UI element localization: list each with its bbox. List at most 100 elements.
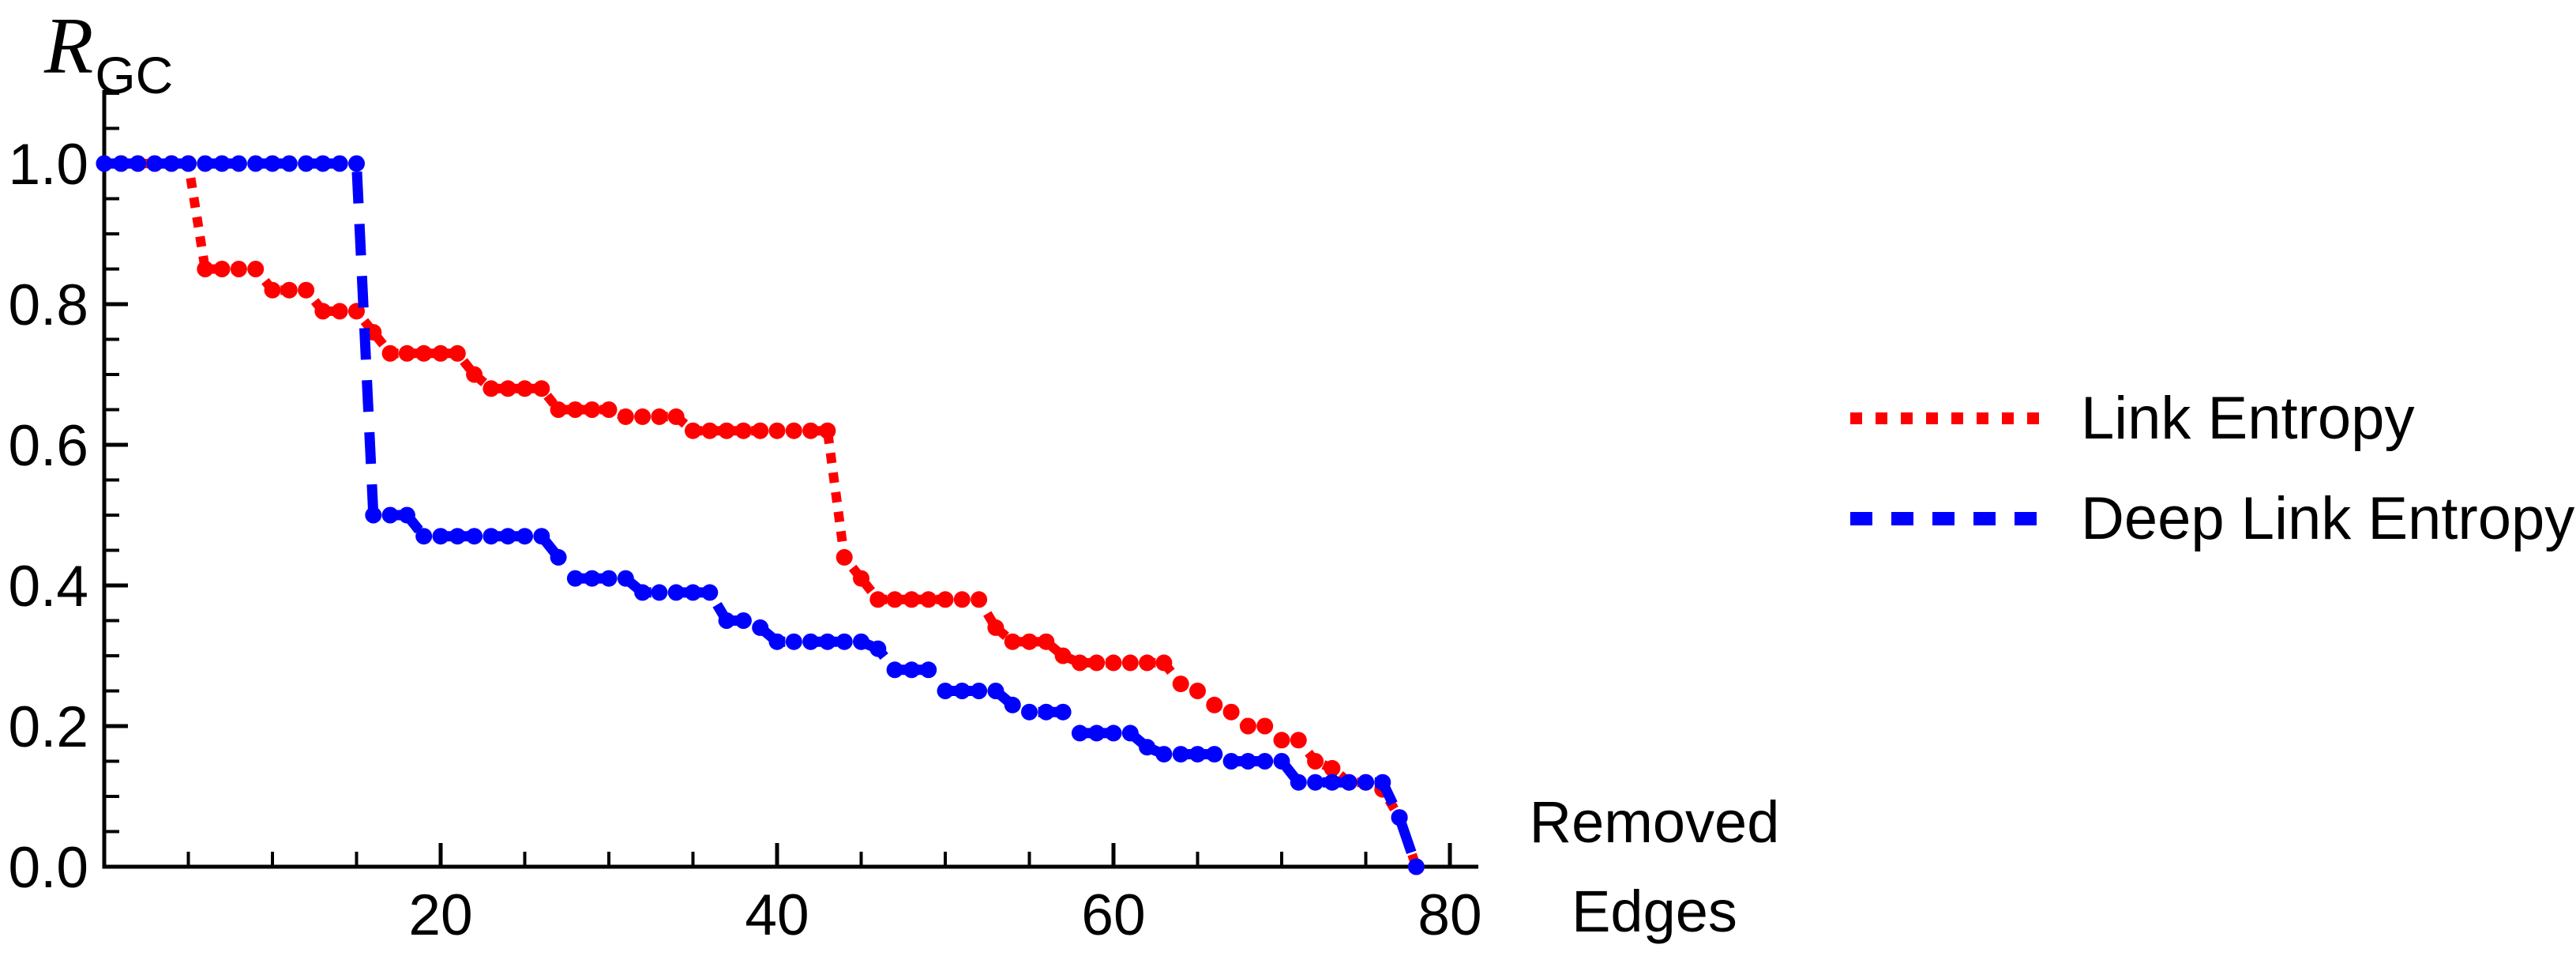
data-point-marker: [533, 380, 550, 397]
data-point-marker: [1021, 633, 1038, 650]
series-line-link-entropy: [104, 159, 1421, 868]
link-entropy-line-swatch: [1850, 412, 2039, 424]
legend-label-deep-link-entropy: Deep Link Entropy: [2081, 484, 2575, 552]
y-tick-label: 0.2: [9, 695, 88, 759]
data-point-marker: [1407, 858, 1425, 875]
data-point-marker: [1256, 717, 1274, 735]
data-point-marker: [1139, 739, 1156, 756]
data-point-marker: [1324, 759, 1341, 777]
data-point-marker: [483, 528, 500, 545]
data-point-marker: [584, 401, 601, 418]
y-axis-title-symbol: R: [44, 2, 94, 91]
data-point-marker: [1239, 717, 1256, 735]
data-point-marker: [1071, 725, 1088, 742]
data-point-marker: [180, 155, 197, 172]
data-point-marker: [1038, 633, 1055, 650]
y-axis-ticks: [104, 92, 128, 869]
data-point-marker: [953, 591, 971, 608]
data-point-marker: [415, 344, 433, 362]
data-point-marker: [701, 584, 719, 601]
data-point-marker: [348, 155, 365, 172]
data-point-marker: [667, 584, 685, 601]
data-point-marker: [197, 155, 214, 172]
data-point-marker: [1307, 753, 1324, 770]
data-point-marker: [163, 155, 180, 172]
data-point-marker: [617, 570, 634, 587]
series-deep-link-entropy: [96, 155, 1425, 875]
data-point-marker: [600, 401, 618, 418]
data-point-marker: [734, 422, 752, 439]
data-point-marker: [853, 633, 869, 650]
data-point-marker: [314, 155, 332, 172]
data-point-marker: [1054, 703, 1072, 721]
data-point-marker: [1139, 654, 1156, 672]
data-point-marker: [365, 506, 382, 524]
data-point-marker: [1290, 773, 1307, 791]
data-point-marker: [516, 380, 533, 397]
x-tick-label: 60: [1081, 883, 1145, 947]
data-point-marker: [886, 591, 903, 608]
legend-item-deep-link-entropy: Deep Link Entropy: [1850, 484, 2575, 552]
data-point-marker: [566, 570, 584, 587]
data-point-marker: [314, 303, 332, 320]
series-line-deep-link-entropy: [104, 158, 1421, 869]
data-point-marker: [213, 261, 231, 277]
data-point-marker: [836, 633, 853, 650]
data-point-marker: [752, 619, 769, 636]
data-point-marker: [1155, 746, 1173, 763]
data-point-marker: [1290, 732, 1307, 749]
data-point-marker: [1340, 773, 1357, 791]
data-point-marker: [903, 591, 920, 608]
x-tick-label: 80: [1418, 883, 1481, 947]
data-point-marker: [752, 422, 769, 439]
data-point-marker: [432, 344, 449, 362]
data-point-marker: [768, 633, 786, 650]
data-point-marker: [381, 506, 399, 524]
data-point-marker: [230, 155, 247, 172]
data-point-marker: [1004, 696, 1021, 713]
x-tick-label: 40: [745, 883, 809, 947]
data-point-marker: [1088, 654, 1106, 672]
x-axis-ticks: [186, 843, 1452, 867]
x-tick-label: 20: [408, 883, 472, 947]
series-link-entropy: [96, 155, 1425, 875]
data-point-marker: [802, 422, 820, 439]
data-point-marker: [415, 528, 433, 545]
data-point-marker: [819, 633, 836, 650]
data-point-marker: [987, 683, 1004, 699]
data-point-marker: [1273, 732, 1290, 749]
data-point-marker: [112, 155, 130, 172]
data-point-marker: [1273, 753, 1290, 770]
data-point-marker: [533, 528, 550, 545]
data-point-marker: [466, 366, 483, 383]
axes: [102, 90, 1478, 869]
y-tick-label: 0.8: [9, 273, 88, 337]
data-point-marker: [869, 640, 887, 657]
data-point-marker: [651, 584, 668, 601]
data-point-marker: [1054, 647, 1072, 664]
data-point-marker: [449, 528, 466, 545]
data-point-marker: [1021, 703, 1038, 721]
data-point-marker: [247, 261, 265, 277]
data-point-marker: [449, 344, 466, 362]
data-point-marker: [785, 633, 802, 650]
data-point-marker: [836, 548, 853, 566]
data-point-marker: [920, 661, 937, 679]
data-point-marker: [499, 528, 516, 545]
data-point-marker: [264, 281, 281, 299]
data-point-marker: [280, 155, 298, 172]
x-axis-title: Removed Edges: [1528, 777, 1781, 956]
data-point-marker: [937, 683, 954, 699]
legend-label-link-entropy: Link Entropy: [2081, 384, 2415, 452]
data-point-marker: [853, 570, 869, 587]
data-point-marker: [280, 281, 298, 299]
data-point-marker: [886, 661, 903, 679]
data-point-marker: [1324, 773, 1341, 791]
y-tick-label: 0.6: [9, 414, 88, 478]
data-point-marker: [197, 261, 214, 277]
data-point-marker: [230, 261, 247, 277]
data-point-marker: [1222, 703, 1240, 721]
data-point-marker: [264, 155, 281, 172]
data-point-marker: [1105, 654, 1122, 672]
